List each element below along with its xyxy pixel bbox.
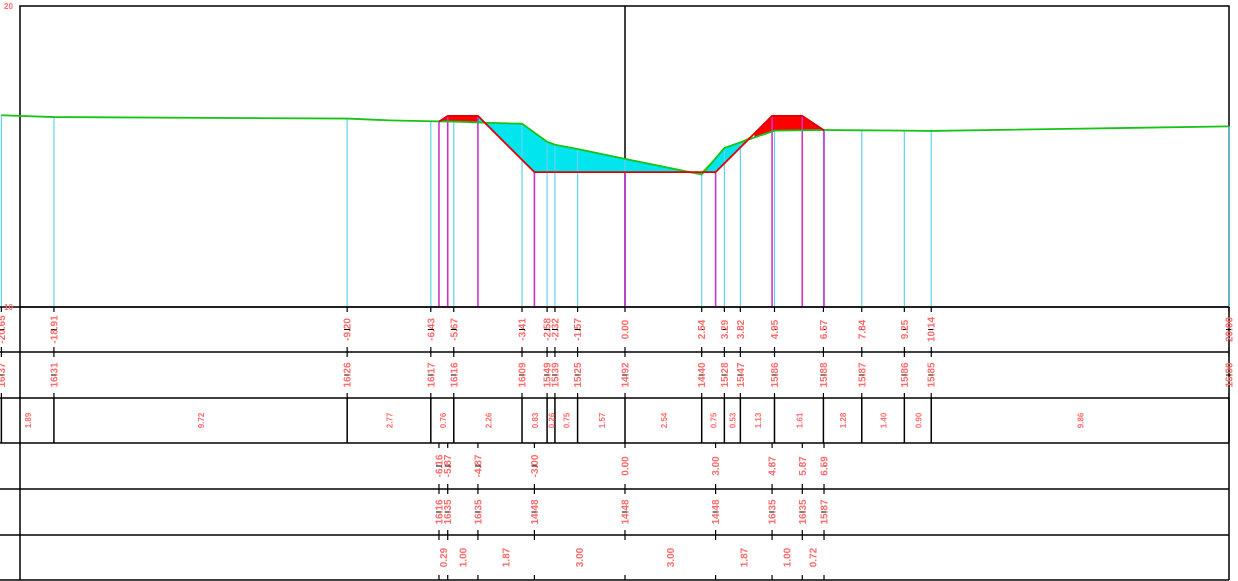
ground-elevation-label: 15.49 bbox=[543, 362, 554, 387]
ground-elevation-label: 15.25 bbox=[573, 362, 584, 387]
offset-label: -18.91 bbox=[49, 315, 60, 344]
design-elevation-label: 14.48 bbox=[711, 499, 722, 524]
ground-elevation-label: 15.39 bbox=[550, 362, 561, 387]
offset-label: -20.65 bbox=[0, 315, 8, 344]
design-offset-label: -6.16 bbox=[434, 454, 445, 477]
row-labels: -20.65 -18.91 -9.20 -6.43 -5.67 -3.41 -2.58-2.… bbox=[0, 315, 1236, 567]
design-elevation-label: 15.87 bbox=[820, 499, 831, 524]
segment-length-label: 2.54 bbox=[660, 412, 669, 428]
segment-length-label: 1.28 bbox=[839, 412, 848, 428]
segment-length-label: 0.75 bbox=[710, 412, 719, 428]
ground-elevation-label: 14.40 bbox=[697, 362, 708, 387]
ground-elevation-label: 14.92 bbox=[621, 362, 632, 387]
offset-label: -3.41 bbox=[518, 318, 529, 341]
segment-length-label: 1.57 bbox=[598, 412, 607, 428]
design-length-label: 1.00 bbox=[783, 547, 794, 567]
segment-length-label: 0.53 bbox=[729, 412, 738, 428]
design-offset-label: 0.00 bbox=[621, 456, 632, 476]
ground-elevation-label: 15.85 bbox=[927, 362, 938, 387]
design-elevation-label: 14.48 bbox=[621, 499, 632, 524]
ground-elevation-label: 15.88 bbox=[819, 362, 830, 387]
ground-elevation-label: 16.31 bbox=[49, 362, 60, 387]
design-length-label: 0.29 bbox=[439, 547, 450, 567]
offset-label: 2.54 bbox=[697, 319, 708, 339]
offset-label: 20.00 bbox=[1225, 317, 1236, 342]
segment-length-label: 0.83 bbox=[531, 412, 540, 428]
offset-label: -2.32 bbox=[550, 318, 561, 341]
offset-label: 4.95 bbox=[770, 319, 781, 339]
segment-length-label: 0.75 bbox=[563, 412, 572, 428]
segment-length-label: 9.72 bbox=[197, 412, 206, 428]
station-lines bbox=[0, 115, 1230, 307]
ground-elevation-label: 15.87 bbox=[857, 362, 868, 387]
ground-elevation-label: 16.26 bbox=[343, 362, 354, 387]
design-offset-label: 4.87 bbox=[768, 456, 779, 476]
design-line bbox=[438, 114, 825, 174]
offset-label: -6.43 bbox=[426, 318, 437, 341]
design-offset-label: 5.87 bbox=[798, 456, 809, 476]
offset-label: 3.82 bbox=[736, 319, 747, 339]
elevation-bottom-label: 10 bbox=[4, 303, 13, 312]
ground-elevation-label: 16.17 bbox=[426, 362, 437, 387]
offset-label: -9.20 bbox=[343, 318, 354, 341]
segment-length-label: 9.86 bbox=[1077, 412, 1086, 428]
design-length-label: 1.00 bbox=[458, 547, 469, 567]
offset-label: 0.00 bbox=[621, 319, 632, 339]
ground-elevation-label: 16.16 bbox=[449, 362, 460, 387]
design-offset-label: -5.87 bbox=[443, 454, 454, 477]
design-elevation-label: 16.35 bbox=[768, 499, 779, 524]
segment-length-label: 2.26 bbox=[484, 412, 493, 428]
segment-length-label: 0.90 bbox=[914, 412, 923, 428]
fill-areas bbox=[477, 114, 753, 176]
ground-elevation-label: 15.28 bbox=[720, 362, 731, 387]
design-elevation-label: 14.48 bbox=[530, 499, 541, 524]
offset-label: 9.25 bbox=[900, 319, 911, 339]
profile-lines bbox=[1, 114, 1230, 176]
design-elevation-label: 16.16 bbox=[434, 499, 445, 524]
segment-length-label: 0.26 bbox=[548, 412, 557, 428]
elevation-top-label: 20 bbox=[4, 2, 13, 11]
design-elevation-label: 16.35 bbox=[443, 499, 454, 524]
design-elevation-label: 16.35 bbox=[473, 499, 484, 524]
design-offset-label: 3.00 bbox=[711, 456, 722, 476]
offset-label: -1.57 bbox=[573, 318, 584, 341]
fill-area bbox=[477, 114, 703, 176]
design-length-label: 3.00 bbox=[666, 547, 677, 567]
offset-label: -2.58 bbox=[543, 318, 554, 341]
segment-length-label: 1.40 bbox=[880, 412, 889, 428]
design-offset-label: -3.00 bbox=[530, 454, 541, 477]
offset-label: -5.67 bbox=[449, 318, 460, 341]
ground-elevation-label: 16.00 bbox=[1225, 362, 1236, 387]
ground-elevation-label: 15.86 bbox=[770, 362, 781, 387]
offset-label: 3.29 bbox=[720, 319, 731, 339]
design-elevation-label: 16.35 bbox=[798, 499, 809, 524]
ground-elevation-label: 15.86 bbox=[900, 362, 911, 387]
data-table bbox=[0, 306, 1232, 581]
design-offset-label: 6.59 bbox=[820, 456, 831, 476]
segment-length-label: 1.13 bbox=[754, 412, 763, 428]
offset-label: 7.84 bbox=[857, 319, 868, 339]
design-length-label: 0.72 bbox=[809, 547, 820, 567]
segment-length-label: 2.77 bbox=[385, 412, 394, 428]
design-length-label: 3.00 bbox=[575, 547, 586, 567]
segment-length-label: 0.76 bbox=[439, 412, 448, 428]
ground-elevation-label: 16.37 bbox=[0, 362, 8, 387]
offset-label: 6.57 bbox=[819, 319, 830, 339]
segment-length-label: 1.61 bbox=[795, 412, 804, 428]
offset-label: 10.14 bbox=[927, 317, 938, 342]
design-offset-label: -4.87 bbox=[473, 454, 484, 477]
ground-line bbox=[1, 114, 1230, 176]
ground-elevation-label: 16.09 bbox=[518, 362, 529, 387]
design-length-label: 1.87 bbox=[502, 547, 513, 567]
segment-length-label: 1.89 bbox=[24, 412, 33, 428]
design-length-label: 1.87 bbox=[739, 547, 750, 567]
ground-elevation-label: 15.47 bbox=[736, 362, 747, 387]
